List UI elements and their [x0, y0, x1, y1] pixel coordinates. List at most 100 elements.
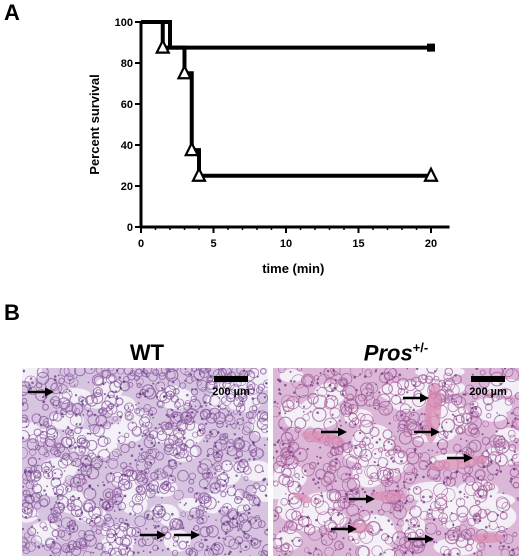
alveolar-wall: [372, 399, 381, 407]
arrow-head: [191, 530, 200, 540]
nucleus-dot: [204, 538, 207, 542]
alveolar-wall: [273, 480, 279, 487]
alveolar-wall: [257, 383, 265, 391]
nucleus-dot: [186, 445, 189, 447]
alveolar-wall: [367, 480, 373, 486]
alveolar-wall: [145, 483, 155, 493]
nucleus-dot: [481, 433, 484, 436]
alveolar-wall: [364, 369, 373, 378]
alveolar-wall: [205, 379, 216, 390]
alveolar-wall: [355, 545, 370, 556]
nucleus-dot: [110, 381, 112, 383]
nucleus-dot: [162, 485, 165, 488]
nucleus-dot: [93, 413, 97, 417]
nucleus-dot: [111, 390, 114, 393]
alveolar-wall: [412, 393, 427, 408]
nucleus-dot: [28, 434, 31, 437]
nucleus-dot: [293, 391, 296, 394]
alveolar-wall: [443, 549, 452, 556]
nucleus-dot: [444, 532, 447, 536]
nucleus-dot: [204, 393, 206, 395]
alveolar-wall: [43, 421, 50, 428]
alveolar-wall: [212, 442, 223, 452]
nucleus-dot: [236, 467, 240, 471]
nucleus-dot: [348, 473, 351, 476]
alveolar-wall: [404, 540, 414, 550]
nucleus-dot: [399, 401, 402, 404]
nucleus-dot: [348, 440, 351, 444]
nucleus-dot: [224, 553, 227, 556]
nucleus-dot: [183, 504, 186, 506]
nucleus-dot: [142, 476, 144, 479]
alveolar-wall: [397, 423, 406, 432]
nucleus-dot: [404, 386, 407, 388]
alveolar-wall: [359, 382, 374, 397]
alveolar-wall: [340, 472, 351, 483]
alveolar-wall: [149, 407, 157, 416]
alveolar-wall: [226, 393, 236, 403]
nucleus-dot: [284, 383, 287, 387]
nucleus-dot: [298, 478, 300, 480]
alveolar-wall: [275, 544, 283, 553]
alveolar-wall: [393, 445, 402, 454]
nucleus-dot: [172, 415, 175, 419]
nucleus-dot: [474, 406, 477, 409]
nucleus-dot: [160, 387, 164, 390]
nucleus-dot: [343, 404, 346, 407]
nucleus-dot: [203, 486, 207, 490]
nucleus-dot: [81, 462, 85, 465]
nucleus-dot: [60, 460, 62, 463]
alveolar-wall: [435, 493, 448, 506]
nucleus-dot: [109, 505, 111, 508]
alveolar-wall: [300, 373, 315, 388]
alveolar-wall: [26, 438, 39, 451]
nucleus-dot: [212, 386, 216, 390]
alveolar-wall: [55, 442, 62, 449]
alveolar-wall: [124, 402, 134, 413]
alveolar-wall: [46, 427, 59, 441]
alveolar-wall: [457, 512, 468, 523]
alveolar-wall: [369, 426, 380, 437]
nucleus-dot: [449, 430, 453, 433]
alveolar-wall: [457, 406, 466, 415]
nucleus-dot: [459, 449, 462, 453]
alveolar-wall: [185, 376, 194, 384]
nucleus-dot: [277, 402, 279, 405]
nucleus-dot: [41, 431, 44, 434]
nucleus-dot: [81, 399, 84, 402]
nucleus-dot: [132, 551, 136, 554]
alveolar-wall: [95, 542, 104, 551]
alveolar-wall: [97, 408, 104, 414]
alveolar-wall: [459, 524, 468, 533]
alveolar-wall: [250, 538, 261, 549]
nucleus-dot: [287, 464, 290, 467]
alveolar-wall: [162, 512, 171, 521]
alveolar-wall: [255, 514, 261, 520]
alveolar-wall: [27, 507, 38, 518]
nucleus-dot: [102, 483, 106, 487]
nucleus-dot: [319, 372, 322, 375]
nucleus-dot: [398, 499, 401, 502]
alveolar-wall: [22, 401, 29, 412]
nucleus-dot: [102, 435, 105, 438]
alveolar-wall: [278, 473, 290, 486]
nucleus-dot: [186, 393, 189, 397]
alveolar-wall: [470, 427, 479, 436]
alveolar-wall: [323, 368, 336, 379]
alveolar-wall: [443, 397, 450, 404]
nucleus-dot: [206, 545, 209, 548]
nucleus-dot: [22, 485, 25, 488]
nucleus-dot: [185, 418, 188, 421]
nucleus-dot: [328, 383, 332, 387]
nucleus-dot: [516, 497, 519, 500]
nucleus-dot: [375, 368, 378, 371]
alveolar-wall: [466, 411, 478, 424]
alveolar-wall: [334, 489, 349, 504]
alveolar-wall: [131, 426, 142, 437]
alveolar-wall: [199, 368, 211, 374]
nucleus-dot: [273, 400, 277, 404]
alveolar-wall: [412, 486, 422, 495]
alveolar-wall: [213, 411, 226, 425]
alveolar-wall: [38, 494, 51, 507]
nucleus-dot: [146, 516, 149, 519]
